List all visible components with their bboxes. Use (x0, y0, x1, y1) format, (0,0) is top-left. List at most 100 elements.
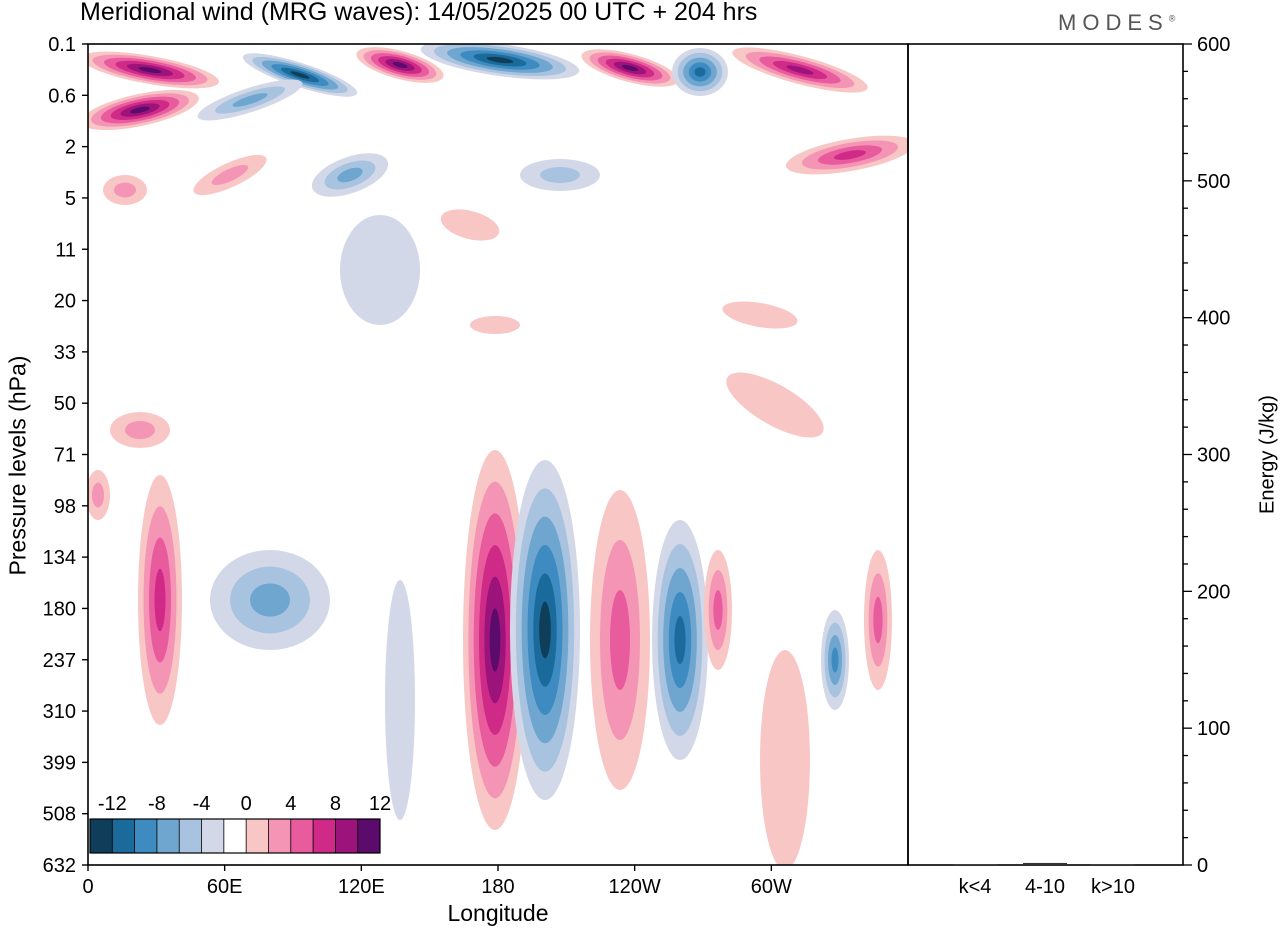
feature-upper-pos-1 (88, 51, 219, 89)
feature-upper-pos-6 (785, 135, 908, 175)
energy-bar (1023, 862, 1067, 865)
y-tick-label: 50 (54, 393, 76, 415)
y-tick-label: 98 (54, 496, 76, 518)
positive-contour-band (610, 590, 630, 690)
feature-upper-neg-3 (420, 44, 580, 80)
y-tick-label: 399 (43, 752, 76, 774)
y-tick-label: 0.6 (48, 85, 76, 107)
positive-contour-band (392, 62, 408, 68)
x-tick-label: 0 (82, 876, 93, 898)
x-tick-label: 120E (338, 876, 385, 898)
positive-contour-band (713, 590, 723, 630)
y-tick-label: 11 (55, 239, 76, 261)
negative-contour-band (540, 167, 580, 183)
feature-lower-pos-1 (138, 475, 182, 725)
feature-lower-neg-2 (652, 520, 708, 760)
feature-upper-neg-4 (672, 48, 728, 96)
energy-tick-label: 100 (1197, 718, 1230, 740)
negative-contour-band (385, 580, 415, 820)
feature-neg-7 (340, 215, 420, 325)
positive-contour-band (470, 316, 520, 334)
positive-contour-band (92, 482, 104, 508)
feature-lower-neg-1 (510, 460, 580, 800)
x-tick-label: 180 (481, 876, 514, 898)
axes: 0.1 0.6 2 5 11 20 33 50 71 98 134 180 237 310 399 508 63… (43, 34, 1184, 898)
x-axis-label: Longitude (447, 900, 549, 926)
y-tick-label: 134 (43, 547, 76, 569)
energy-tick-label: 300 (1197, 445, 1230, 467)
positive-contour-band (489, 608, 501, 672)
feature-lower-pos-8 (110, 412, 170, 448)
y-tick-label: 0.1 (48, 34, 76, 56)
energy-tick-label: 600 (1197, 34, 1230, 56)
colorbar-label: 12 (369, 793, 391, 815)
x-tick-label: 120W (609, 876, 661, 898)
feature-lower-pos-5 (864, 550, 892, 690)
energy-tick-label: 200 (1197, 581, 1230, 603)
energy-category-label: k>10 (1091, 876, 1135, 898)
positive-contour-band (154, 568, 166, 632)
y-tick-label: 508 (43, 804, 76, 826)
energy-bar (953, 864, 997, 865)
colorbar-label: -8 (148, 793, 166, 815)
positive-contour-band (726, 372, 824, 438)
feature-lower-neg-4 (210, 550, 330, 650)
feature-upper-pos-8 (103, 175, 147, 205)
energy-tick-label: 0 (1197, 855, 1208, 877)
brand-logo: MODES® (1058, 10, 1175, 36)
y-tick-label: 310 (43, 701, 76, 723)
energy-bar (1091, 864, 1135, 865)
negative-contour-band (290, 71, 310, 79)
feature-lower-pos-7 (88, 470, 110, 520)
negative-contour-band (250, 583, 290, 617)
feature-pos-12 (470, 316, 520, 334)
colorbar-swatch (134, 819, 158, 853)
negative-contour-band (486, 56, 514, 64)
colorbar-swatch (201, 819, 225, 853)
energy-category-label: 4-10 (1025, 876, 1065, 898)
energy-tick-label: 500 (1197, 171, 1230, 193)
colorbar-swatch (179, 819, 202, 853)
positive-contour-band (138, 66, 162, 74)
feature-upper-neg-5 (311, 153, 389, 197)
feature-upper-pos-7 (193, 154, 267, 196)
y-tick-label: 20 (54, 291, 76, 313)
negative-contour-band (340, 215, 420, 325)
colorbar-label: 8 (330, 793, 341, 815)
colorbar-frame (89, 818, 381, 854)
y-tick-label: 71 (54, 445, 76, 467)
positive-contour-band (786, 65, 814, 75)
x-tick-label: 60W (751, 876, 792, 898)
brand-mark: ® (1168, 13, 1176, 24)
colorbar-swatch (335, 819, 358, 853)
positive-contour-band (440, 209, 500, 241)
y-tick-label: 33 (54, 342, 76, 364)
colorbar-swatch (246, 819, 269, 853)
feature-upper-neg-2 (197, 79, 303, 121)
feature-pos-10 (722, 301, 798, 329)
positive-contour-band (833, 150, 867, 160)
negative-contour-band (539, 601, 551, 659)
colorbar-label: 0 (241, 793, 252, 815)
colorbar-swatch (357, 819, 381, 853)
colorbar-swatch (112, 819, 135, 853)
feature-lower-neg-5 (385, 580, 415, 820)
colorbar-label: -12 (98, 793, 127, 815)
positive-contour-band (873, 596, 883, 644)
feature-lower-pos-2 (463, 450, 527, 830)
feature-upper-pos-3 (356, 47, 444, 83)
colorbar-swatch (223, 819, 247, 853)
feature-pos-11 (726, 372, 824, 438)
negative-contour-band (232, 93, 268, 107)
feature-upper-pos-4 (581, 49, 679, 87)
feature-lower-pos-4 (704, 550, 732, 670)
positive-contour-band (760, 650, 810, 865)
feature-pos-9 (440, 209, 500, 241)
positive-contour-band (125, 421, 155, 439)
colorbar-swatch (156, 819, 180, 853)
feature-upper-neg-1 (242, 53, 358, 97)
y-tick-label: 5 (65, 188, 76, 210)
negative-contour-band (337, 167, 363, 183)
contour-field (88, 44, 908, 865)
positive-contour-band (114, 182, 136, 198)
